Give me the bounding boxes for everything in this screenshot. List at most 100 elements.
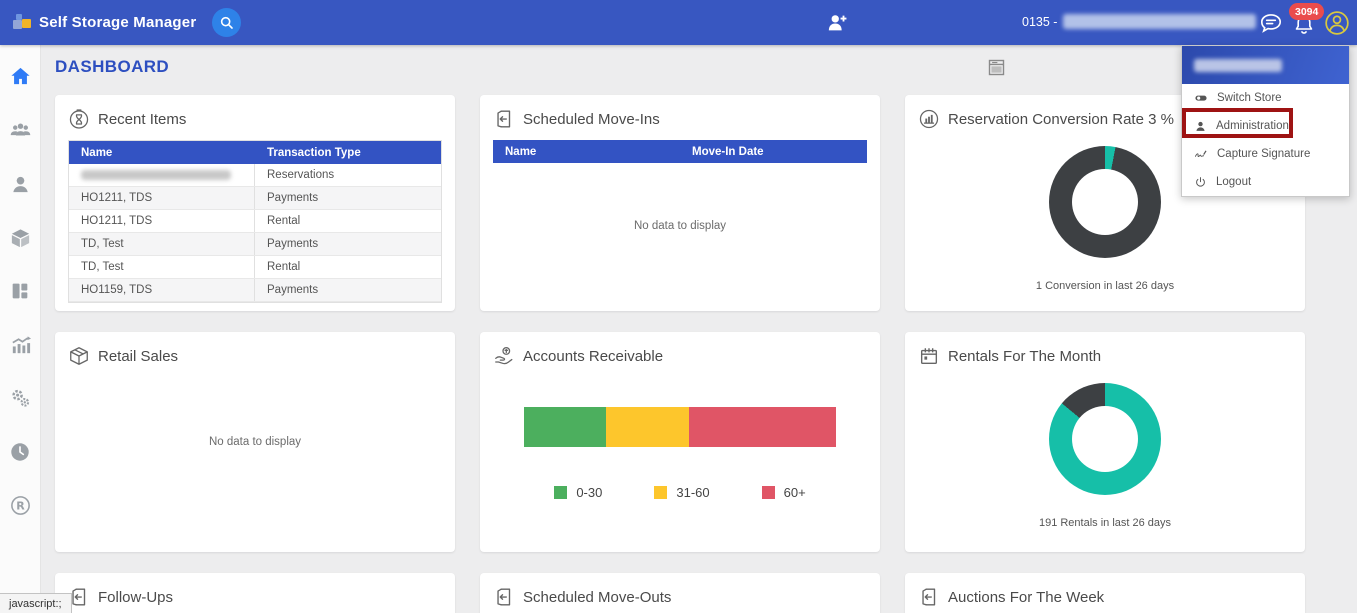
card-scheduled-move-outs: Scheduled Move-Outs — [480, 573, 880, 613]
sidebar-item-customers[interactable] — [0, 164, 40, 204]
sidebar-item-home[interactable] — [0, 56, 40, 96]
power-icon — [1194, 176, 1207, 189]
card-header: Follow-Ups — [68, 586, 442, 608]
search-button[interactable] — [212, 8, 241, 37]
card-title-text: Follow-Ups — [98, 588, 174, 606]
chart-caption: 1 Conversion in last 26 days — [1035, 280, 1175, 292]
feedback-button[interactable] — [1257, 9, 1284, 36]
sidebar-item-settings[interactable] — [0, 378, 40, 418]
legend-swatch — [761, 486, 775, 499]
column-header-type: Transaction Type — [267, 146, 361, 159]
card-header: Reservation Conversion Rate 3 % — [918, 108, 1292, 130]
sidebar-item-tenants[interactable] — [0, 110, 40, 150]
card-rentals-month: Rentals For The Month 191 Rentals in las… — [905, 332, 1305, 552]
redacted-name — [81, 170, 231, 180]
users-group-icon — [9, 119, 32, 142]
card-title-text: Reservation Conversion Rate 3 % — [948, 110, 1174, 128]
package-icon — [9, 227, 32, 250]
card-retail-sales: Retail Sales No data to display — [55, 332, 455, 552]
chart-trend-icon — [9, 334, 32, 357]
bar-segment — [606, 407, 690, 447]
card-title-text: Auctions For The Week — [948, 588, 1105, 606]
page-title: DASHBOARD — [55, 57, 170, 76]
card-title-text: Recent Items — [98, 110, 187, 128]
card-recent-items: Recent Items Name Transaction Type Reser… — [55, 95, 455, 311]
table-row[interactable]: HO1211, TDS Payments — [69, 187, 441, 210]
table-row[interactable]: Reservations — [69, 164, 441, 187]
table-row[interactable]: HO1159, TDS Payments — [69, 279, 441, 302]
card-title-text: Retail Sales — [98, 347, 179, 365]
card-title-text: Accounts Receivable — [523, 347, 664, 365]
signature-icon — [1194, 147, 1208, 161]
window-icon — [986, 57, 1007, 78]
table-header: Name Move-In Date — [493, 140, 867, 163]
dashboard-widget-button[interactable] — [984, 55, 1008, 79]
menu-item-administration[interactable]: Administration — [1182, 112, 1349, 140]
growth-chart-icon — [918, 108, 940, 130]
table-row[interactable]: HO1211, TDS Rental — [69, 210, 441, 233]
menu-item-logout[interactable]: Logout — [1182, 168, 1349, 196]
move-ins-table: Name Move-In Date — [493, 140, 867, 163]
chat-bubble-icon — [1258, 10, 1284, 36]
legend-swatch — [654, 486, 668, 499]
card-header: Rentals For The Month — [918, 345, 1292, 367]
svg-text:R: R — [16, 499, 25, 512]
admin-user-icon — [1194, 120, 1207, 133]
calendar-icon — [918, 345, 940, 367]
card-title-text: Scheduled Move-Outs — [523, 588, 672, 606]
card-follow-ups: Follow-Ups — [55, 573, 455, 613]
table-row[interactable]: TD, Test Rental — [69, 256, 441, 279]
user-icon — [9, 173, 32, 196]
add-customer-button[interactable] — [826, 11, 849, 34]
user-dropdown-menu: Switch Store Administration Capture Sign… — [1181, 45, 1350, 197]
card-auctions-week: Auctions For The Week — [905, 573, 1305, 613]
card-header: Scheduled Move-Ins — [493, 108, 867, 130]
chart-legend: 0-30 31-60 60+ — [493, 485, 867, 500]
redacted-store-name — [1063, 14, 1257, 29]
column-header-date: Move-In Date — [692, 145, 764, 158]
table-row[interactable]: TD, Test Payments — [69, 233, 441, 256]
column-header-name: Name — [505, 145, 537, 158]
card-header: Accounts Receivable — [493, 345, 867, 367]
clock-icon — [9, 441, 31, 463]
sidebar-item-units[interactable] — [0, 271, 40, 311]
retail-box-icon — [68, 345, 90, 367]
brand[interactable]: Self Storage Manager — [13, 0, 196, 45]
rentals-donut-chart — [1049, 383, 1161, 495]
menu-item-switch-store[interactable]: Switch Store — [1182, 84, 1349, 112]
door-arrow-icon — [68, 586, 90, 608]
card-reservation-conversion: Reservation Conversion Rate 3 % 1 Conver… — [905, 95, 1305, 311]
card-header: Recent Items — [68, 108, 442, 130]
search-icon — [219, 15, 235, 31]
user-menu-header — [1182, 46, 1349, 84]
avatar-icon — [1324, 10, 1350, 36]
browser-status-bar: javascript:; — [0, 593, 72, 613]
bar-segment — [689, 407, 836, 447]
registered-icon: R — [9, 494, 32, 517]
person-add-icon — [827, 12, 849, 34]
sidebar-item-inventory[interactable] — [0, 218, 40, 258]
card-scheduled-move-ins: Scheduled Move-Ins Name Move-In Date No … — [480, 95, 880, 311]
bar-segment — [524, 407, 607, 447]
recent-items-table: Name Transaction Type Reservations HO121… — [68, 140, 442, 303]
gears-icon — [9, 387, 32, 410]
table-header: Name Transaction Type — [69, 141, 441, 164]
card-header: Scheduled Move-Outs — [493, 586, 867, 608]
notification-count-badge[interactable]: 3094 — [1289, 3, 1325, 20]
card-header: Auctions For The Week — [918, 586, 1292, 608]
sidebar-item-history[interactable] — [0, 432, 40, 472]
menu-item-capture-signature[interactable]: Capture Signature — [1182, 140, 1349, 168]
column-header-name: Name — [81, 146, 113, 159]
legend-item: 60+ — [761, 485, 806, 500]
store-selector[interactable]: 0135 - — [1022, 14, 1257, 29]
hourglass-icon — [68, 108, 90, 130]
topbar: Self Storage Manager 0135 - 309 — [0, 0, 1357, 45]
door-arrow-icon — [493, 586, 515, 608]
layout-grid-icon — [9, 280, 31, 302]
sidebar-item-registered[interactable]: R — [0, 485, 40, 525]
account-button[interactable] — [1323, 9, 1350, 36]
door-arrow-icon — [918, 586, 940, 608]
redacted-user-name — [1194, 58, 1282, 72]
sidebar-item-reports[interactable] — [0, 325, 40, 365]
